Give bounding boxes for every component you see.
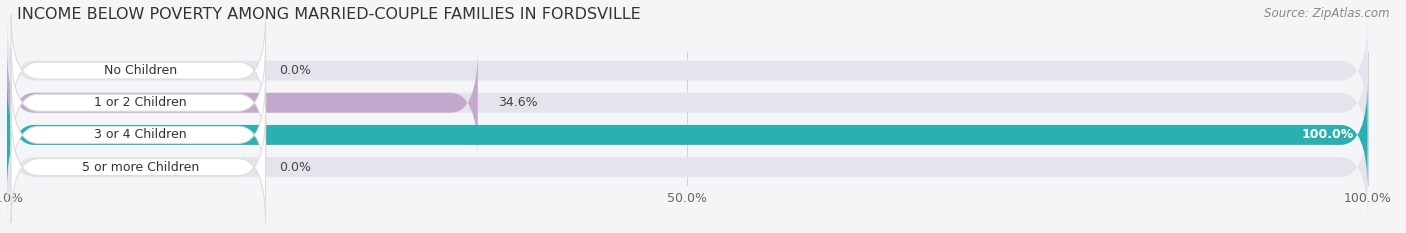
Text: 100.0%: 100.0% [1302,128,1354,141]
FancyBboxPatch shape [7,48,478,157]
FancyBboxPatch shape [11,47,266,159]
Text: 5 or more Children: 5 or more Children [82,161,200,174]
Text: 1 or 2 Children: 1 or 2 Children [94,96,187,109]
Text: 0.0%: 0.0% [280,161,311,174]
Text: 0.0%: 0.0% [280,64,311,77]
Text: Source: ZipAtlas.com: Source: ZipAtlas.com [1264,7,1389,20]
FancyBboxPatch shape [7,81,1368,189]
Text: No Children: No Children [104,64,177,77]
FancyBboxPatch shape [7,48,1368,157]
Text: INCOME BELOW POVERTY AMONG MARRIED-COUPLE FAMILIES IN FORDSVILLE: INCOME BELOW POVERTY AMONG MARRIED-COUPL… [17,7,641,22]
FancyBboxPatch shape [11,15,266,127]
FancyBboxPatch shape [7,113,1368,222]
Text: 3 or 4 Children: 3 or 4 Children [94,128,187,141]
FancyBboxPatch shape [11,111,266,223]
FancyBboxPatch shape [11,79,266,191]
FancyBboxPatch shape [7,81,1368,189]
FancyBboxPatch shape [7,16,1368,125]
Text: 34.6%: 34.6% [498,96,538,109]
